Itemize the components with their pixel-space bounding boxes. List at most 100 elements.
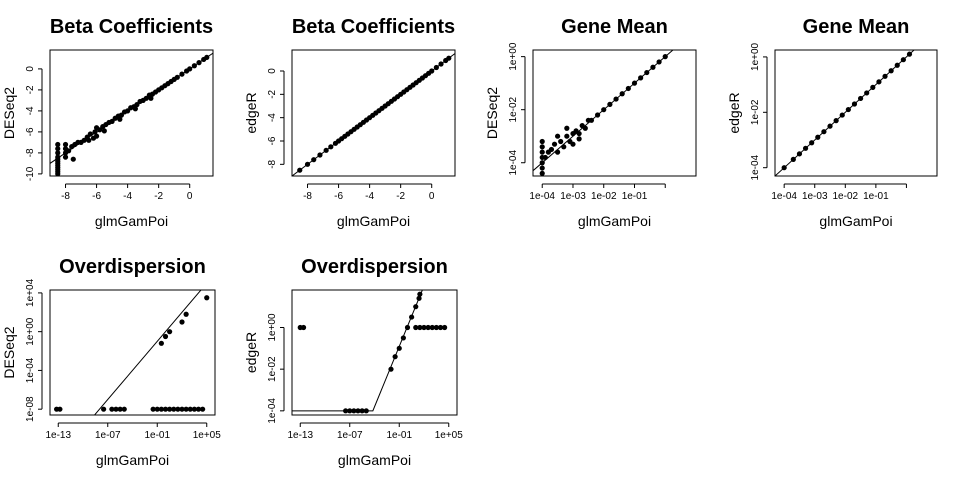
panel-title: Beta Coefficients (292, 16, 455, 38)
x-tick-label: 1e-01 (863, 191, 889, 202)
data-region (533, 50, 674, 176)
x-tick-label: 1e+05 (435, 430, 464, 441)
data-point (171, 406, 177, 412)
data-point (539, 165, 545, 171)
data-point (781, 165, 787, 171)
data-point (857, 95, 864, 102)
data-point (594, 112, 601, 118)
data-region (292, 290, 448, 414)
data-point (396, 345, 402, 351)
panel-1: Beta Coefficients -8 -6 -4 -2 0 -10 -8 -6 -4 -2 0 gl… (1, 16, 214, 229)
y-tick-label: 1e-02 (267, 356, 278, 382)
x-tick-label: 1e+05 (193, 430, 222, 441)
data-point (191, 406, 197, 412)
data-point (304, 161, 311, 167)
data-point (187, 66, 193, 72)
data-point (167, 406, 173, 412)
panel-title: Gene Mean (561, 16, 668, 38)
plot-frame (774, 49, 938, 177)
data-point (564, 133, 570, 139)
y-tick-label: 1e-04 (508, 150, 519, 176)
data-point (93, 125, 100, 131)
data-point (55, 150, 61, 156)
data-point (864, 90, 870, 96)
data-region (292, 53, 455, 176)
x-tick-label: 1e-01 (622, 191, 648, 202)
data-point (833, 118, 839, 124)
data-point (204, 54, 210, 60)
data-point (179, 71, 185, 77)
data-point (876, 79, 882, 85)
x-tick-label: 1e-01 (386, 430, 412, 441)
plot-frame (532, 49, 697, 177)
data-region (775, 50, 915, 176)
y-tick-label: 1e-02 (750, 99, 761, 125)
panel-title: Beta Coefficients (50, 16, 213, 38)
x-tick-label: 1e-07 (95, 430, 121, 441)
panel-4: Gene Mean 1e-04 1e-03 1e-02 1e-01 1e-04 1e-02 1… (726, 16, 938, 229)
data-point (827, 123, 833, 129)
data-point (200, 406, 206, 412)
data-point (539, 170, 545, 176)
panel-3: Gene Mean 1e-04 1e-03 1e-02 1e-01 1e-04 1e-02 1… (484, 16, 697, 229)
data-point (845, 106, 851, 113)
data-point (619, 91, 625, 97)
data-point (363, 408, 369, 414)
data-point (548, 146, 555, 153)
x-tick-label: -8 (303, 191, 312, 202)
x-tick-label: -2 (154, 191, 163, 202)
x-tick-label: 0 (429, 191, 435, 202)
data-point (158, 406, 164, 412)
x-tick-label: -4 (123, 191, 132, 202)
x-tick-label: 1e-13 (45, 430, 71, 441)
data-point (882, 73, 888, 79)
data-point (117, 406, 123, 412)
data-point (446, 55, 452, 61)
x-tick-label: 1e-01 (144, 430, 170, 441)
data-point (551, 141, 558, 147)
x-tick-label: 1e-02 (591, 191, 617, 202)
x-tick-label: 1e-03 (802, 191, 828, 202)
data-point (851, 101, 858, 107)
x-tick-label: 1e-13 (287, 430, 313, 441)
y-axis-label: DESeq2 (1, 326, 17, 378)
x-axis-label: glmGamPoi (578, 213, 651, 229)
data-point (323, 147, 329, 153)
y-axis-label: edgeR (243, 332, 259, 373)
data-point (57, 406, 63, 412)
data-point (613, 96, 619, 102)
data-point (101, 406, 107, 412)
x-axis-label: glmGamPoi (338, 452, 411, 468)
y-tick-label: 1e+00 (750, 42, 761, 71)
data-point (179, 406, 185, 412)
data-point (809, 140, 815, 146)
panel-title: Gene Mean (803, 16, 910, 38)
data-point (570, 141, 576, 147)
data-point (564, 125, 570, 131)
data-point (55, 141, 61, 148)
data-point (588, 117, 595, 123)
data-region (50, 52, 213, 176)
y-tick-label: 1e-02 (508, 96, 519, 122)
y-tick-label: -2 (267, 89, 278, 98)
plot-frame (291, 289, 458, 416)
data-point (351, 408, 357, 414)
y-axis-label: DESeq2 (484, 87, 500, 139)
data-point (433, 324, 439, 331)
data-point (148, 95, 154, 101)
data-point (359, 408, 365, 414)
data-point (625, 85, 631, 92)
data-point (421, 324, 427, 331)
y-tick-label: 1e-08 (25, 396, 36, 422)
data-point (55, 154, 61, 160)
data-point (187, 406, 193, 412)
x-axis-label: glmGamPoi (819, 213, 892, 229)
data-point (542, 154, 548, 161)
data-point (195, 406, 202, 412)
data-point (55, 146, 61, 152)
data-point (413, 324, 419, 331)
x-tick-label: 1e-04 (529, 191, 555, 202)
y-tick-label: -6 (25, 127, 36, 136)
data-point (413, 304, 419, 310)
